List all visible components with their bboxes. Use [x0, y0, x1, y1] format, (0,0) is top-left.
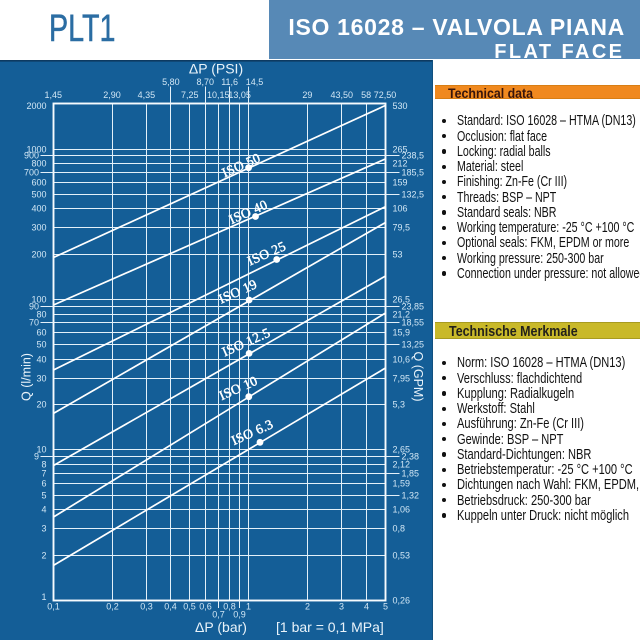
svg-text:53: 53	[393, 250, 403, 260]
svg-text:400: 400	[31, 204, 46, 214]
svg-text:100: 100	[31, 295, 46, 305]
svg-text:9: 9	[34, 452, 39, 462]
svg-text:2,12: 2,12	[393, 460, 411, 470]
svg-text:0,3: 0,3	[140, 602, 153, 612]
svg-text:58: 58	[361, 90, 371, 100]
svg-text:4: 4	[364, 602, 369, 612]
svg-text:3: 3	[339, 602, 344, 612]
svg-text:2,90: 2,90	[103, 90, 121, 100]
svg-text:30: 30	[36, 374, 46, 384]
svg-text:0,1: 0,1	[47, 602, 60, 612]
svg-text:8,70: 8,70	[196, 77, 214, 87]
svg-text:90: 90	[29, 302, 39, 312]
svg-text:1: 1	[41, 592, 46, 602]
svg-text:0,2: 0,2	[106, 602, 119, 612]
svg-text:132,5: 132,5	[402, 190, 425, 200]
svg-text:1: 1	[246, 602, 251, 612]
svg-text:7: 7	[41, 469, 46, 479]
svg-text:700: 700	[24, 168, 39, 178]
svg-text:300: 300	[31, 223, 46, 233]
svg-text:50: 50	[36, 340, 46, 350]
svg-text:200: 200	[31, 250, 46, 260]
svg-text:6: 6	[41, 479, 46, 489]
svg-text:10: 10	[36, 445, 46, 455]
svg-text:185,5: 185,5	[402, 168, 425, 178]
svg-text:43,50: 43,50	[330, 90, 353, 100]
svg-text:0,8: 0,8	[393, 524, 406, 534]
svg-text:3: 3	[41, 524, 46, 534]
svg-text:5: 5	[41, 491, 46, 501]
svg-text:1,85: 1,85	[402, 469, 420, 479]
svg-text:40: 40	[36, 355, 46, 365]
svg-text:26,5: 26,5	[393, 295, 411, 305]
svg-text:21,2: 21,2	[393, 310, 411, 320]
svg-text:18,55: 18,55	[402, 318, 425, 328]
svg-text:106: 106	[393, 204, 408, 214]
svg-text:15,9: 15,9	[393, 328, 411, 338]
svg-text:212: 212	[393, 159, 408, 169]
svg-text:11,6: 11,6	[221, 77, 238, 87]
svg-text:7,95: 7,95	[393, 374, 411, 384]
svg-text:20: 20	[36, 400, 46, 410]
svg-text:1,32: 1,32	[402, 491, 420, 501]
svg-text:4: 4	[41, 505, 46, 515]
svg-text:530: 530	[393, 101, 408, 111]
svg-text:13,25: 13,25	[402, 340, 425, 350]
svg-text:5,3: 5,3	[393, 400, 406, 410]
svg-text:238,5: 238,5	[402, 151, 425, 161]
svg-text:60: 60	[36, 328, 46, 338]
svg-text:10,6: 10,6	[393, 355, 411, 365]
svg-text:ΔP (bar): ΔP (bar)	[195, 619, 247, 635]
svg-text:23,85: 23,85	[402, 302, 425, 312]
svg-text:79,5: 79,5	[393, 223, 411, 233]
svg-text:265: 265	[393, 145, 408, 155]
svg-text:10,15: 10,15	[207, 90, 230, 100]
svg-text:8: 8	[41, 460, 46, 470]
svg-text:ΔP (PSI): ΔP (PSI)	[189, 61, 243, 77]
svg-text:Q (l/min): Q (l/min)	[20, 353, 34, 401]
svg-text:70: 70	[29, 318, 39, 328]
svg-text:2: 2	[305, 602, 310, 612]
svg-text:Q (GPM): Q (GPM)	[411, 352, 425, 402]
svg-text:0,5: 0,5	[183, 602, 196, 612]
svg-text:13,05: 13,05	[228, 90, 251, 100]
svg-text:0,26: 0,26	[393, 596, 411, 606]
svg-text:0,4: 0,4	[164, 602, 177, 612]
svg-text:29: 29	[302, 90, 312, 100]
svg-text:2: 2	[41, 551, 46, 561]
svg-text:0,6: 0,6	[199, 602, 212, 612]
svg-text:0,53: 0,53	[393, 551, 411, 561]
svg-text:7,25: 7,25	[181, 90, 199, 100]
svg-text:0,9: 0,9	[233, 610, 246, 620]
svg-text:600: 600	[31, 178, 46, 188]
svg-text:800: 800	[31, 159, 46, 169]
svg-text:500: 500	[31, 190, 46, 200]
svg-text:1000: 1000	[26, 145, 46, 155]
svg-text:0,7: 0,7	[212, 610, 225, 620]
svg-text:4,35: 4,35	[138, 90, 156, 100]
svg-text:5,80: 5,80	[162, 77, 180, 87]
svg-text:80: 80	[36, 310, 46, 320]
svg-text:1,06: 1,06	[393, 505, 411, 515]
svg-text:72,50: 72,50	[374, 90, 397, 100]
svg-text:1,45: 1,45	[44, 90, 62, 100]
svg-text:1,59: 1,59	[393, 479, 411, 489]
svg-text:0,8: 0,8	[223, 602, 236, 612]
svg-text:900: 900	[24, 151, 39, 161]
svg-text:[1 bar = 0,1 MPa]: [1 bar = 0,1 MPa]	[276, 619, 384, 635]
svg-text:159: 159	[393, 178, 408, 188]
svg-text:2000: 2000	[26, 101, 46, 111]
svg-text:5: 5	[383, 602, 388, 612]
svg-text:2,38: 2,38	[402, 452, 420, 462]
svg-text:2,65: 2,65	[393, 445, 411, 455]
svg-text:14,5: 14,5	[246, 77, 264, 87]
